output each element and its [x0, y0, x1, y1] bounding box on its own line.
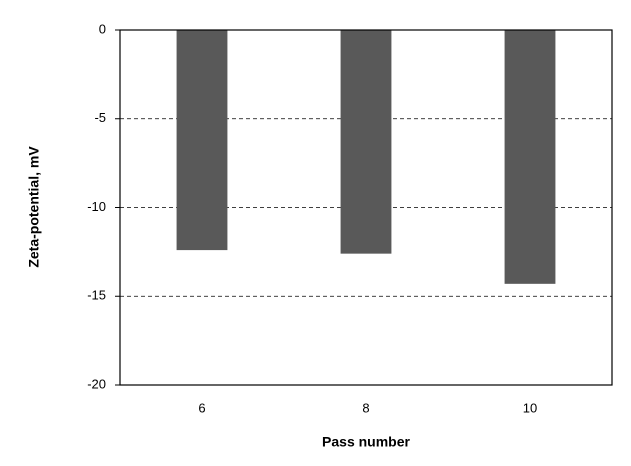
x-tick-label: 10	[523, 400, 537, 415]
x-axis-title: Pass number	[322, 434, 410, 450]
x-tick-label: 8	[362, 400, 369, 415]
bar	[504, 30, 556, 284]
bar	[176, 30, 228, 251]
x-tick-label: 6	[198, 400, 205, 415]
bar	[340, 30, 392, 254]
y-tick-label: 0	[99, 21, 106, 36]
y-tick-label: -15	[87, 288, 106, 303]
y-axis-title: Zeta-potential, mV	[26, 146, 42, 268]
y-tick-label: -10	[87, 199, 106, 214]
y-tick-label: -5	[94, 110, 106, 125]
y-tick-label: -20	[87, 376, 106, 391]
plot-frame	[119, 29, 613, 386]
